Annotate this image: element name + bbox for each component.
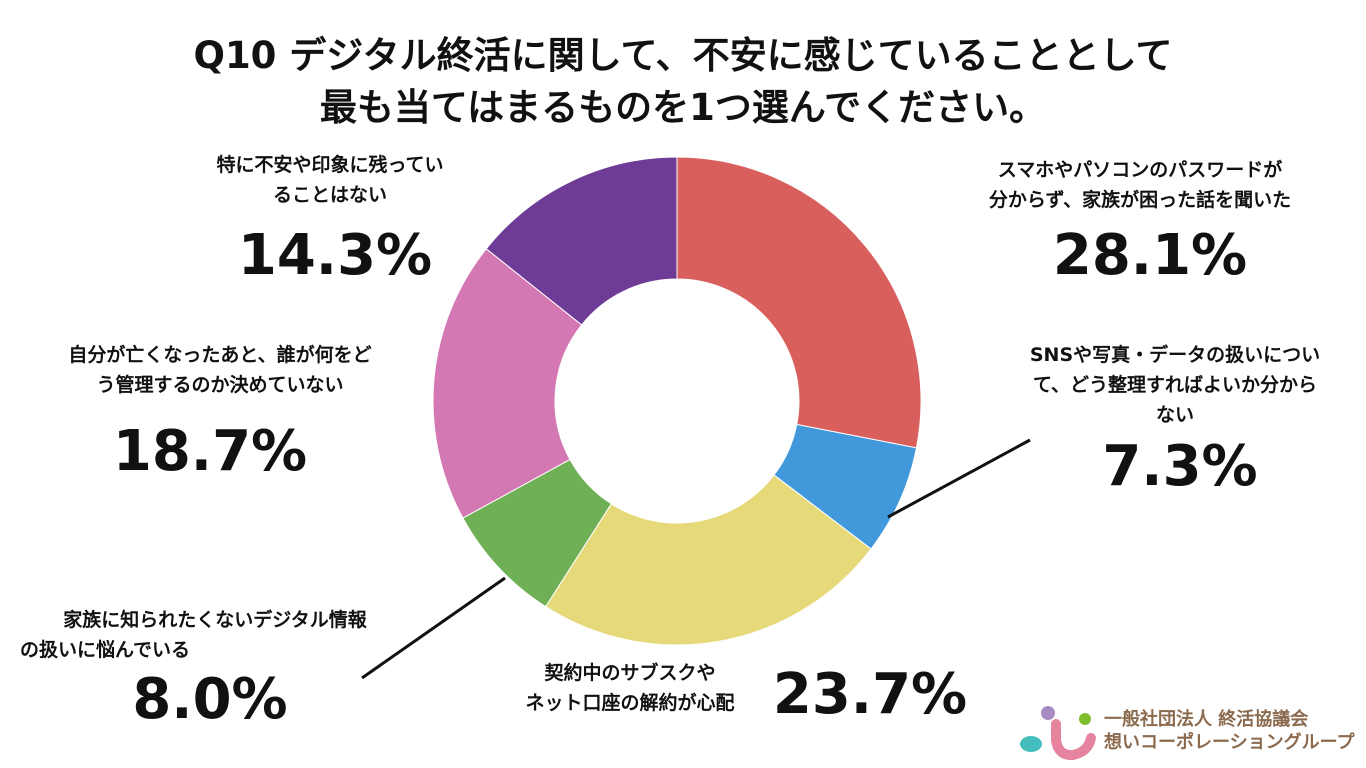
donut-slice-5 <box>485 156 678 326</box>
chart-title-line-2: 最も当てはまるものを1つ選んでください。 <box>319 86 1047 129</box>
label-undecided: 自分が亡くなったあと、誰が何をど う管理するのか決めていない <box>20 340 420 400</box>
label-line: 分からず、家族が困った話を聞いた <box>988 189 1292 211</box>
logo-mark-icon <box>1020 706 1096 760</box>
label-line: ネット口座の解約が心配 <box>525 692 735 714</box>
donut-slice-3 <box>462 458 613 608</box>
label-sns: SNSや写真・データの扱いについ て、どう整理すればよいか分から ない <box>990 340 1360 430</box>
leader-line-private <box>361 576 506 680</box>
donut-slice-0 <box>676 156 922 449</box>
donut-slice-2 <box>545 474 872 646</box>
label-password: スマホやパソコンのパスワードが 分からず、家族が困った話を聞いた <box>930 155 1350 215</box>
label-line: 特に不安や印象に残ってい <box>216 154 444 176</box>
label-line: SNSや写真・データの扱いについ <box>1029 344 1321 366</box>
value-subscription: 23.7% <box>772 662 968 727</box>
label-line: 自分が亡くなったあと、誰が何をど <box>68 344 372 366</box>
label-private-info: 家族に知られたくないデジタル情報 の扱いに悩んでいる <box>10 605 420 665</box>
label-line: 契約中のサブスクや <box>544 662 716 684</box>
label-line: う管理するのか決めていない <box>96 374 344 396</box>
label-line: の扱いに悩んでいる <box>20 639 191 661</box>
label-line: て、どう整理すればよいか分から <box>1032 374 1318 396</box>
logo-line-2: 想いコーポレーショングループ <box>1104 732 1355 753</box>
leader-line-sns <box>887 438 1031 519</box>
value-undecided: 18.7% <box>112 419 308 484</box>
label-line: ることはない <box>272 184 387 206</box>
label-line: 家族に知られたくないデジタル情報 <box>63 609 367 631</box>
label-none: 特に不安や印象に残ってい ることはない <box>180 150 480 210</box>
label-subscription: 契約中のサブスクや ネット口座の解約が心配 <box>480 658 780 718</box>
chart-title-line-1: Q10 デジタル終活に関して、不安に感じていることとして <box>193 34 1173 77</box>
value-sns: 7.3% <box>1102 434 1258 499</box>
donut-slice-4 <box>432 248 583 519</box>
label-line: スマホやパソコンのパスワードが <box>997 159 1283 181</box>
donut-slice-1 <box>773 423 918 550</box>
value-private-info: 8.0% <box>132 667 288 732</box>
logo-line-1: 一般社団法人 終活協議会 <box>1104 709 1309 730</box>
label-line: ない <box>1155 404 1194 426</box>
value-password: 28.1% <box>1052 223 1248 288</box>
value-none: 14.3% <box>237 223 433 288</box>
